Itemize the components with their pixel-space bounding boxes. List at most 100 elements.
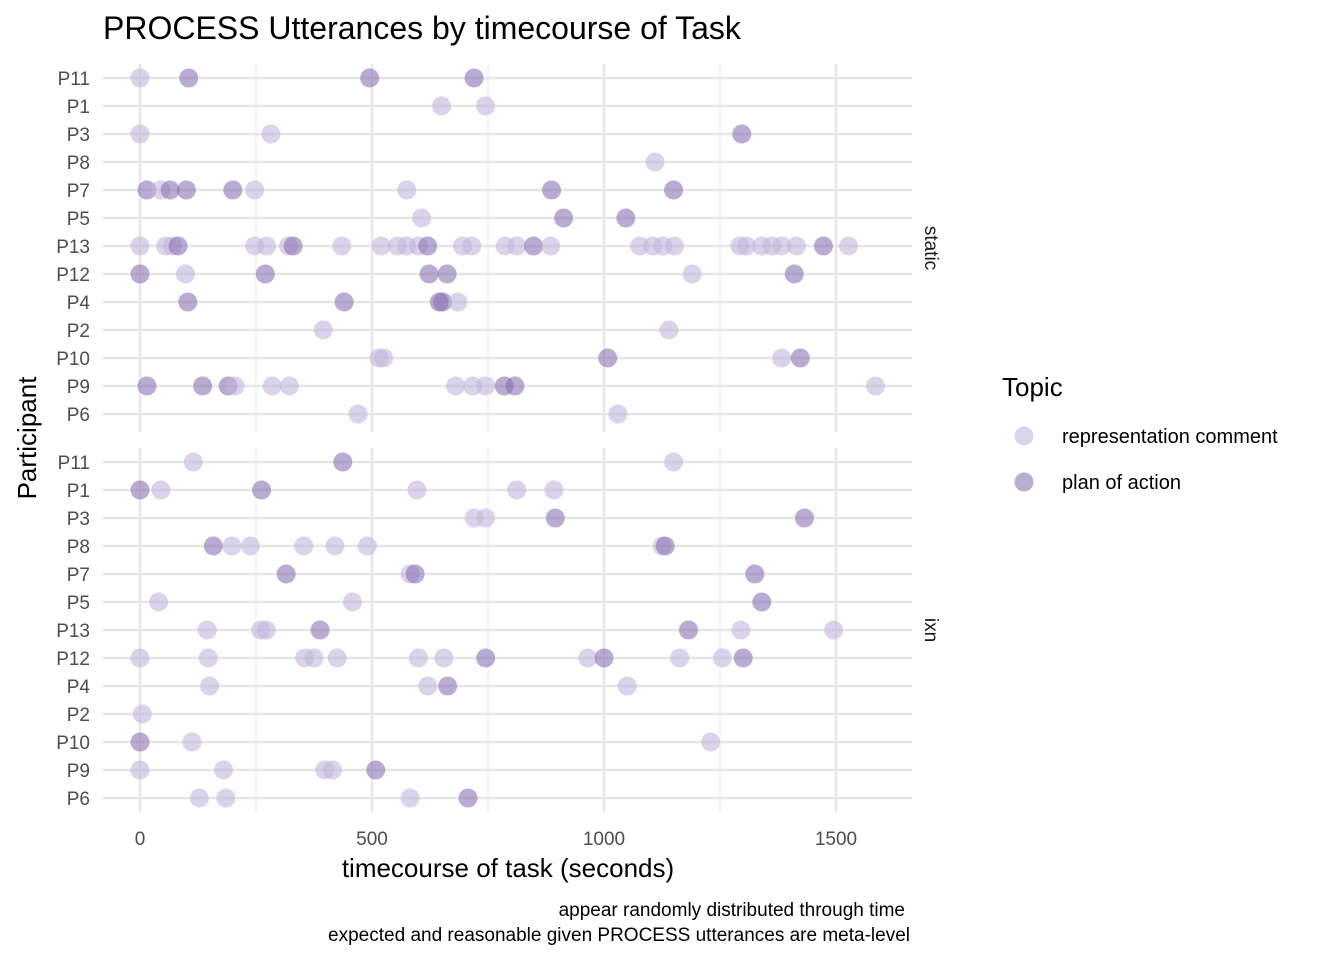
- facet-strip-label: ixn: [920, 618, 941, 642]
- data-point: [476, 648, 496, 668]
- data-point: [476, 96, 496, 116]
- y-tick-label: P2: [67, 321, 90, 342]
- data-point: [357, 536, 377, 556]
- data-point: [397, 180, 417, 200]
- y-tick-label: P12: [56, 649, 90, 670]
- data-point: [343, 592, 363, 612]
- data-point: [507, 480, 527, 500]
- data-point: [366, 760, 386, 780]
- y-tick-label: P9: [67, 761, 90, 782]
- data-point: [183, 452, 203, 472]
- chart-title: PROCESS Utterances by timecourse of Task: [103, 10, 742, 46]
- data-point: [130, 480, 150, 500]
- data-point: [261, 124, 281, 144]
- y-tick-label: P4: [67, 677, 91, 698]
- data-point: [168, 236, 188, 256]
- data-point: [137, 180, 157, 200]
- data-point: [616, 208, 636, 228]
- data-point: [176, 180, 196, 200]
- data-point: [598, 348, 618, 368]
- plot-panels: P11P1P3P8P7P5P13P12P4P2P10P9P6staticP11P…: [56, 64, 941, 812]
- data-point: [310, 620, 330, 640]
- data-point: [433, 292, 453, 312]
- data-point: [132, 704, 152, 724]
- data-point: [476, 508, 496, 528]
- data-point: [333, 452, 353, 472]
- data-point: [664, 452, 684, 472]
- data-point: [182, 732, 202, 752]
- data-point: [682, 264, 702, 284]
- data-point: [130, 124, 150, 144]
- data-point: [772, 236, 792, 256]
- data-point: [545, 508, 565, 528]
- data-point: [655, 536, 675, 556]
- caption-line-1: appear randomly distributed through time: [559, 900, 905, 921]
- data-point: [824, 620, 844, 640]
- data-point: [578, 648, 598, 668]
- data-point: [787, 236, 807, 256]
- data-point: [463, 376, 483, 396]
- data-point: [432, 96, 452, 116]
- data-point: [405, 564, 425, 584]
- data-point: [608, 404, 628, 424]
- y-tick-label: P5: [67, 593, 90, 614]
- data-point: [659, 320, 679, 340]
- data-point: [813, 236, 833, 256]
- data-point: [294, 536, 314, 556]
- data-point: [332, 236, 352, 256]
- y-axis-title: Participant: [12, 376, 42, 500]
- legend: Topic representation comment plan of acti…: [1002, 372, 1278, 494]
- data-point: [216, 788, 236, 808]
- data-point: [304, 648, 324, 668]
- x-tick-label: 0: [135, 829, 146, 850]
- y-tick-label: P2: [67, 705, 90, 726]
- data-point: [523, 236, 543, 256]
- data-point: [137, 376, 157, 396]
- data-point: [313, 320, 333, 340]
- data-point: [712, 648, 732, 668]
- y-tick-label: P6: [67, 405, 90, 426]
- y-tick-label: P3: [67, 509, 90, 530]
- data-point: [283, 236, 303, 256]
- data-point: [130, 732, 150, 752]
- y-tick-label: P10: [56, 733, 90, 754]
- legend-entry-label: plan of action: [1062, 472, 1181, 494]
- data-point: [462, 236, 482, 256]
- data-point: [446, 376, 466, 396]
- data-point: [784, 264, 804, 284]
- data-point: [505, 376, 525, 396]
- data-point: [214, 760, 234, 780]
- data-point: [257, 236, 277, 256]
- data-point: [255, 264, 275, 284]
- facet-strip-label: static: [920, 226, 941, 270]
- data-point: [542, 180, 562, 200]
- data-point: [412, 208, 432, 228]
- y-tick-label: P5: [67, 209, 90, 230]
- data-point: [437, 264, 457, 284]
- legend-entry-label: representation comment: [1062, 426, 1278, 448]
- data-point: [731, 620, 751, 640]
- data-point: [179, 68, 199, 88]
- data-point: [464, 68, 484, 88]
- data-point: [276, 564, 296, 584]
- data-point: [733, 648, 753, 668]
- data-point: [476, 376, 496, 396]
- data-point: [222, 536, 242, 556]
- y-tick-label: P6: [67, 789, 90, 810]
- data-point: [193, 376, 213, 396]
- x-tick-label: 500: [356, 829, 388, 850]
- data-point: [175, 264, 195, 284]
- data-point: [348, 404, 368, 424]
- data-point: [374, 348, 394, 368]
- data-point: [200, 676, 220, 696]
- panel-ixn: P11 P1 P3 P8 P7 P5 P13 P12 P4 P2 P10 P9 P6 ixn: [56, 448, 941, 812]
- data-point: [360, 68, 380, 88]
- data-point: [151, 480, 171, 500]
- y-tick-label: P12: [56, 265, 90, 286]
- data-point: [197, 620, 217, 640]
- data-point: [507, 236, 527, 256]
- y-tick-label: P8: [67, 153, 90, 174]
- data-point: [178, 292, 198, 312]
- data-point: [130, 760, 150, 780]
